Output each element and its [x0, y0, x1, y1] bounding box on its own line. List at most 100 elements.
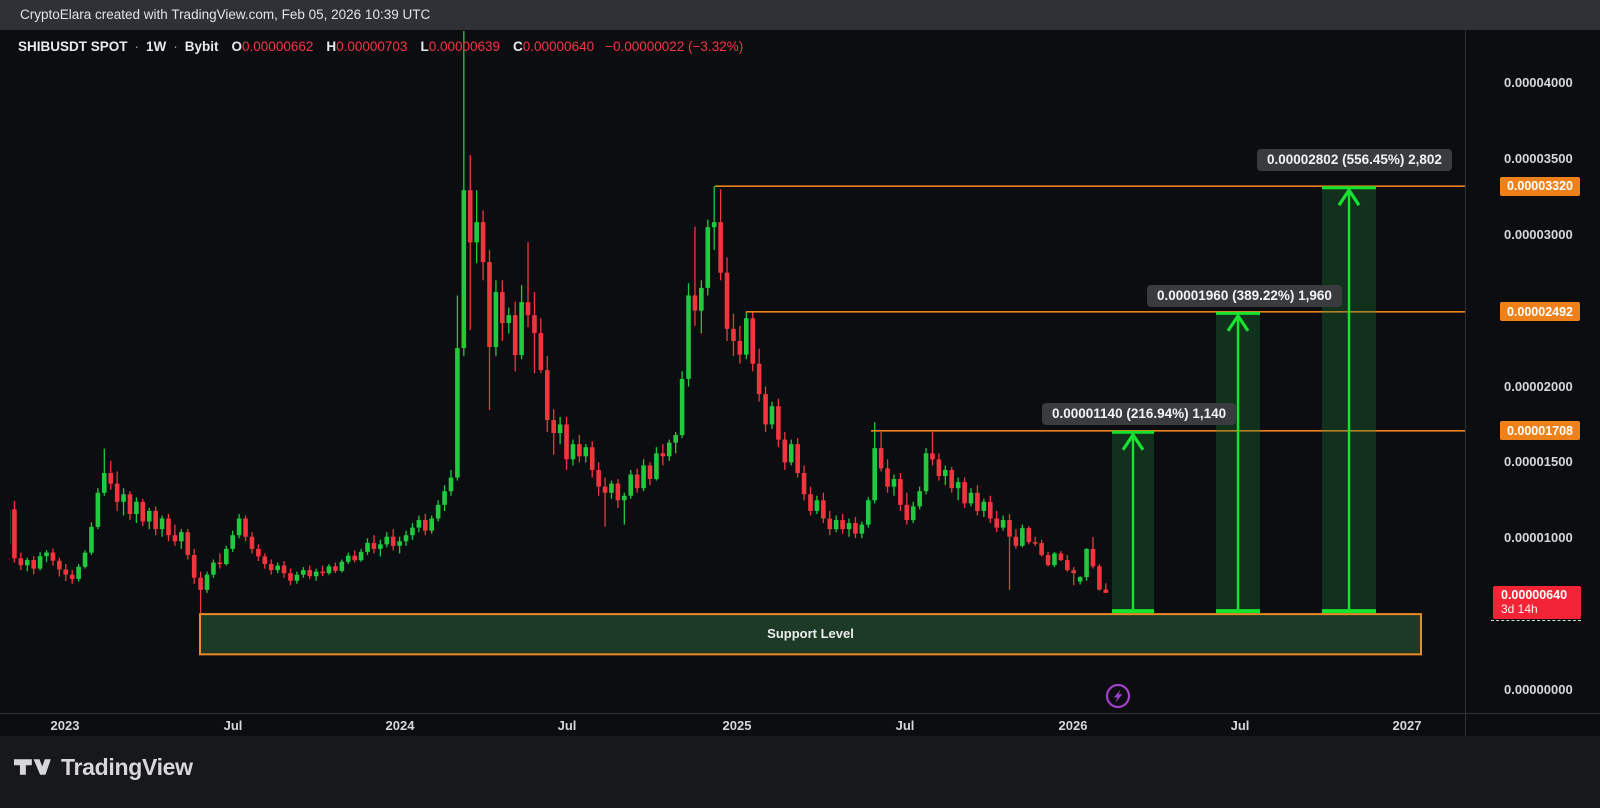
candle-up — [313, 568, 319, 581]
candle-down — [320, 565, 325, 577]
candle-down — [801, 465, 807, 501]
time-tick: 2027 — [1392, 718, 1422, 733]
candle-up — [968, 488, 974, 507]
candle-up — [365, 538, 370, 555]
projection-arrow[interactable] — [1216, 311, 1260, 614]
candle-down — [731, 313, 736, 357]
candle-up — [294, 571, 300, 584]
candle-down — [166, 513, 171, 542]
candle-up — [76, 564, 81, 582]
candle-up — [981, 498, 987, 518]
candle-up — [301, 567, 306, 578]
price-tick: 0.00004000 — [1504, 75, 1573, 90]
candle-up — [10, 509, 11, 545]
candle-down — [1039, 539, 1044, 557]
time-tick: Jul — [895, 718, 915, 733]
candle-up — [641, 459, 646, 492]
projection-arrow[interactable] — [1112, 430, 1154, 614]
candle-down — [371, 535, 377, 554]
candle-up — [622, 492, 627, 525]
candle-down — [782, 432, 788, 470]
time-tick: 2025 — [722, 718, 752, 733]
candle-down — [795, 438, 800, 478]
candle-down — [127, 491, 133, 521]
candle-up — [326, 564, 332, 575]
tradingview-mark-icon — [14, 759, 51, 775]
candle-up — [121, 488, 126, 516]
candle-up — [666, 439, 672, 461]
candle-down — [423, 513, 428, 536]
tradingview-logo[interactable]: TradingView — [14, 753, 193, 781]
candle-up — [448, 469, 454, 496]
legend-change: −0.00000022 (−3.32%) — [605, 39, 744, 54]
candle-down — [114, 471, 120, 511]
candle-down — [12, 501, 17, 563]
candle-down — [532, 292, 537, 374]
candle-down — [987, 495, 993, 524]
candle-up — [673, 432, 678, 454]
candle-up — [557, 416, 563, 445]
candle-up — [519, 285, 524, 360]
candle-up — [378, 539, 383, 557]
candle-down — [1032, 536, 1038, 546]
time-tick: Jul — [557, 718, 577, 733]
attribution-bar: CryptoElara created with TradingView.com… — [0, 0, 1600, 30]
support-zone[interactable] — [199, 613, 1422, 656]
candle-down — [1058, 551, 1064, 562]
candle-down — [763, 386, 768, 433]
candlestick-chart[interactable] — [0, 30, 1600, 736]
symbol-legend[interactable]: SHIBUSDT SPOT · 1W · Bybit O0.00000662 H… — [18, 39, 743, 54]
candle-down — [500, 280, 505, 341]
candle-down — [840, 513, 845, 534]
candle-up — [769, 401, 775, 429]
candle-down — [615, 479, 621, 508]
projection-arrow[interactable] — [1322, 186, 1376, 614]
candles-layer — [10, 31, 1109, 614]
projection-label[interactable]: 0.00001960 (389.22%) 1,960 — [1147, 285, 1342, 307]
legend-low: L0.00000639 — [420, 39, 501, 54]
candle-down — [885, 459, 890, 493]
projection-label[interactable]: 0.00001140 (216.94%) 1,140 — [1042, 403, 1237, 425]
candle-down — [1090, 537, 1096, 569]
legend-exchange: Bybit — [184, 39, 219, 54]
candle-up — [699, 280, 704, 334]
candle-down — [577, 435, 582, 463]
candle-up — [788, 439, 794, 466]
candle-down — [288, 568, 293, 586]
legend-symbol: SHIBUSDT SPOT — [18, 39, 128, 54]
candle-up — [923, 448, 929, 495]
candle-up — [744, 311, 749, 360]
candle-down — [268, 559, 274, 575]
legend-close: C0.00000640 — [513, 39, 595, 54]
candle-down — [243, 515, 248, 542]
candle-down — [538, 318, 544, 374]
candle-down — [487, 249, 492, 411]
candle-down — [1026, 526, 1032, 545]
candle-up — [358, 548, 364, 562]
candle-down — [191, 548, 197, 584]
lightning-badge-icon[interactable] — [1104, 682, 1132, 710]
candle-down — [467, 155, 473, 331]
candle-down — [256, 544, 261, 562]
support-zone-label: Support Level — [767, 626, 854, 642]
candle-down — [1103, 583, 1109, 594]
candle-up — [846, 518, 852, 537]
price-tick: 0.00003500 — [1504, 150, 1573, 166]
candle-down — [596, 462, 601, 496]
candle-down — [69, 569, 75, 584]
candle-down — [821, 492, 826, 524]
level-price-label: 0.00003320 — [1500, 176, 1580, 196]
projection-label[interactable]: 0.00002802 (556.45%) 2,802 — [1257, 149, 1452, 171]
chart-pane[interactable]: SHIBUSDT SPOT · 1W · Bybit O0.00000662 H… — [0, 30, 1600, 736]
candle-up — [410, 523, 415, 540]
candle-up — [146, 507, 152, 530]
candle-up — [442, 485, 447, 511]
candle-down — [512, 301, 518, 372]
candle-down — [589, 441, 595, 478]
last-price-label: 0.00000640 3d 14h — [1493, 585, 1581, 619]
candle-up — [275, 562, 280, 574]
candle-up — [1084, 548, 1089, 581]
candle-up — [223, 545, 229, 566]
candle-down — [634, 468, 640, 493]
candle-up — [455, 295, 460, 481]
